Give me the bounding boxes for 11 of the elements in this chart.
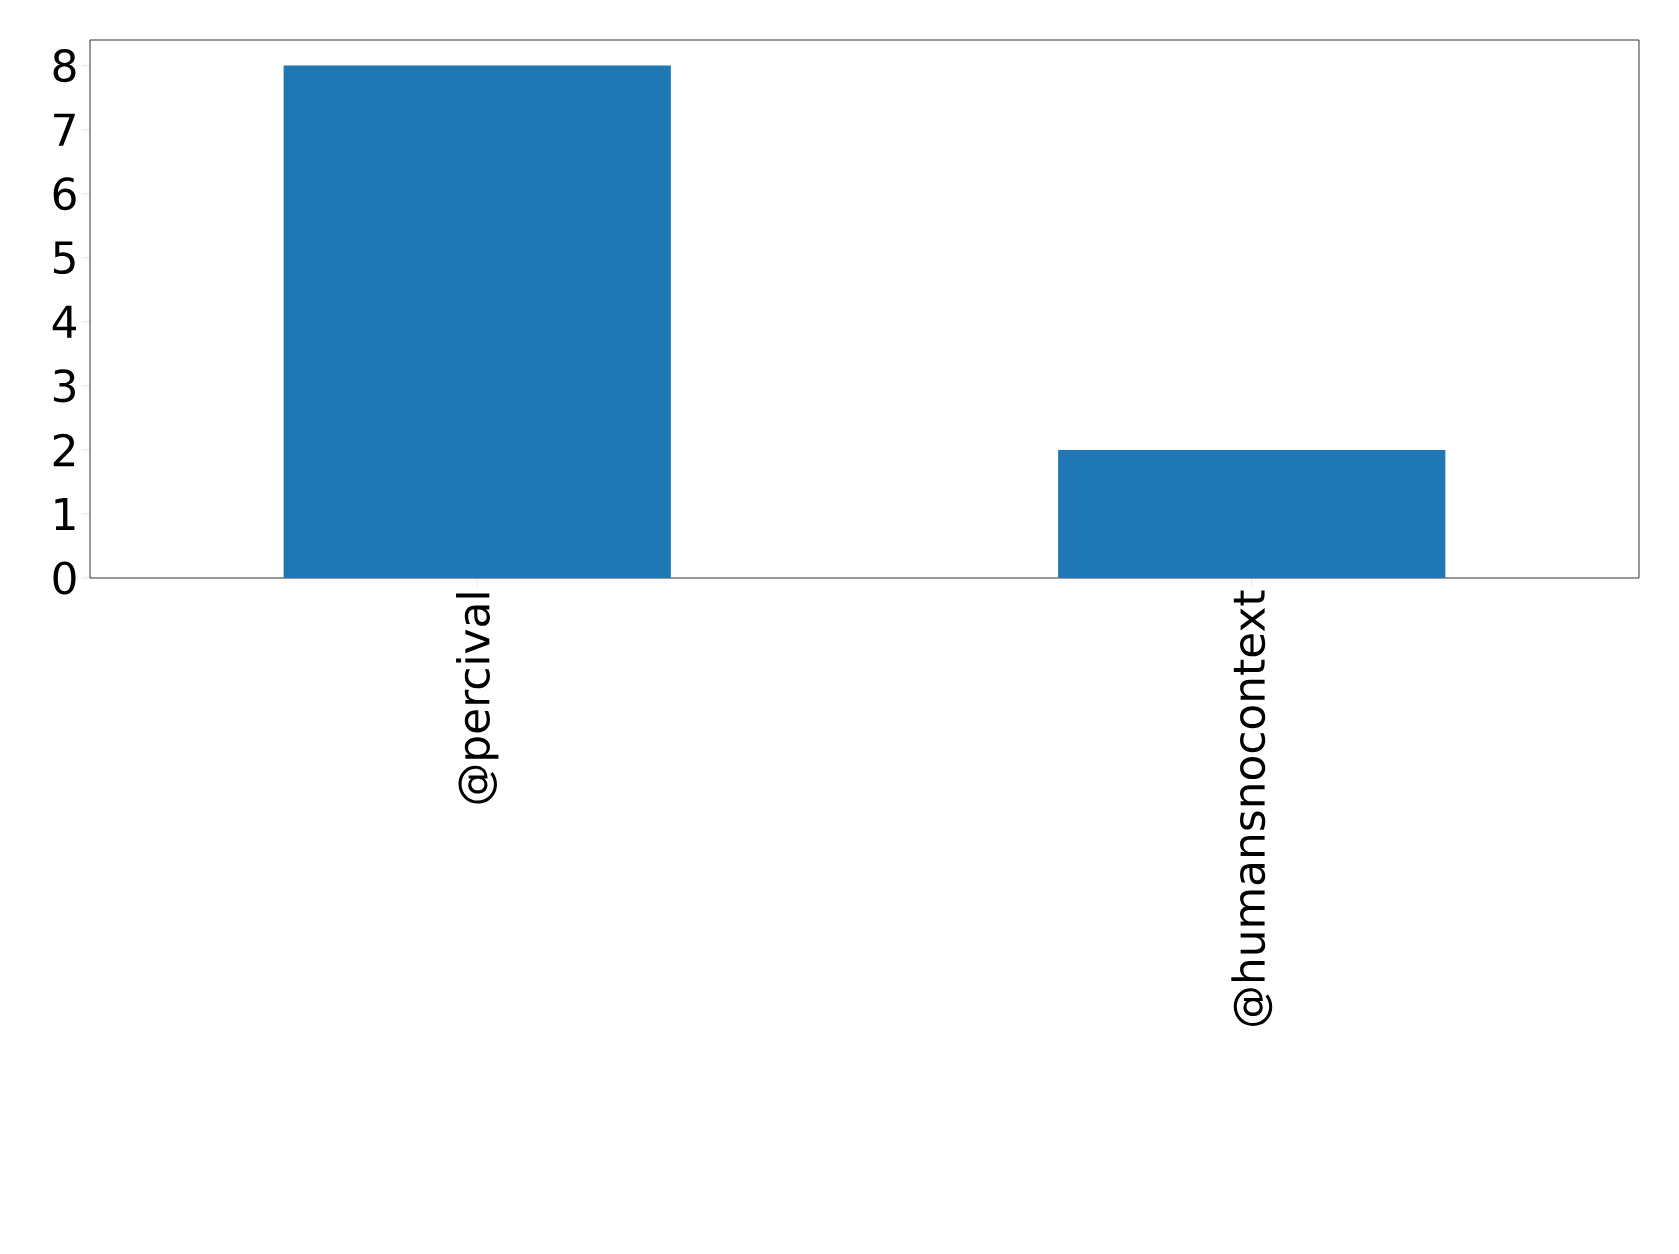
- y-tick-label: 2: [53, 433, 75, 467]
- y-tick-label: 1: [55, 497, 75, 530]
- y-tick-label: 0: [53, 561, 76, 595]
- y-tick-label: 7: [54, 113, 75, 146]
- x-tick-label: @humansnocontext: [1231, 590, 1273, 1027]
- y-tick-label: 8: [53, 49, 76, 83]
- y-tick-label: 3: [53, 369, 75, 403]
- y-tick-label: 4: [52, 305, 77, 338]
- x-tick-label: @percival: [456, 593, 499, 804]
- y-tick-label: 6: [53, 177, 76, 211]
- y-tick-label: 5: [53, 241, 75, 275]
